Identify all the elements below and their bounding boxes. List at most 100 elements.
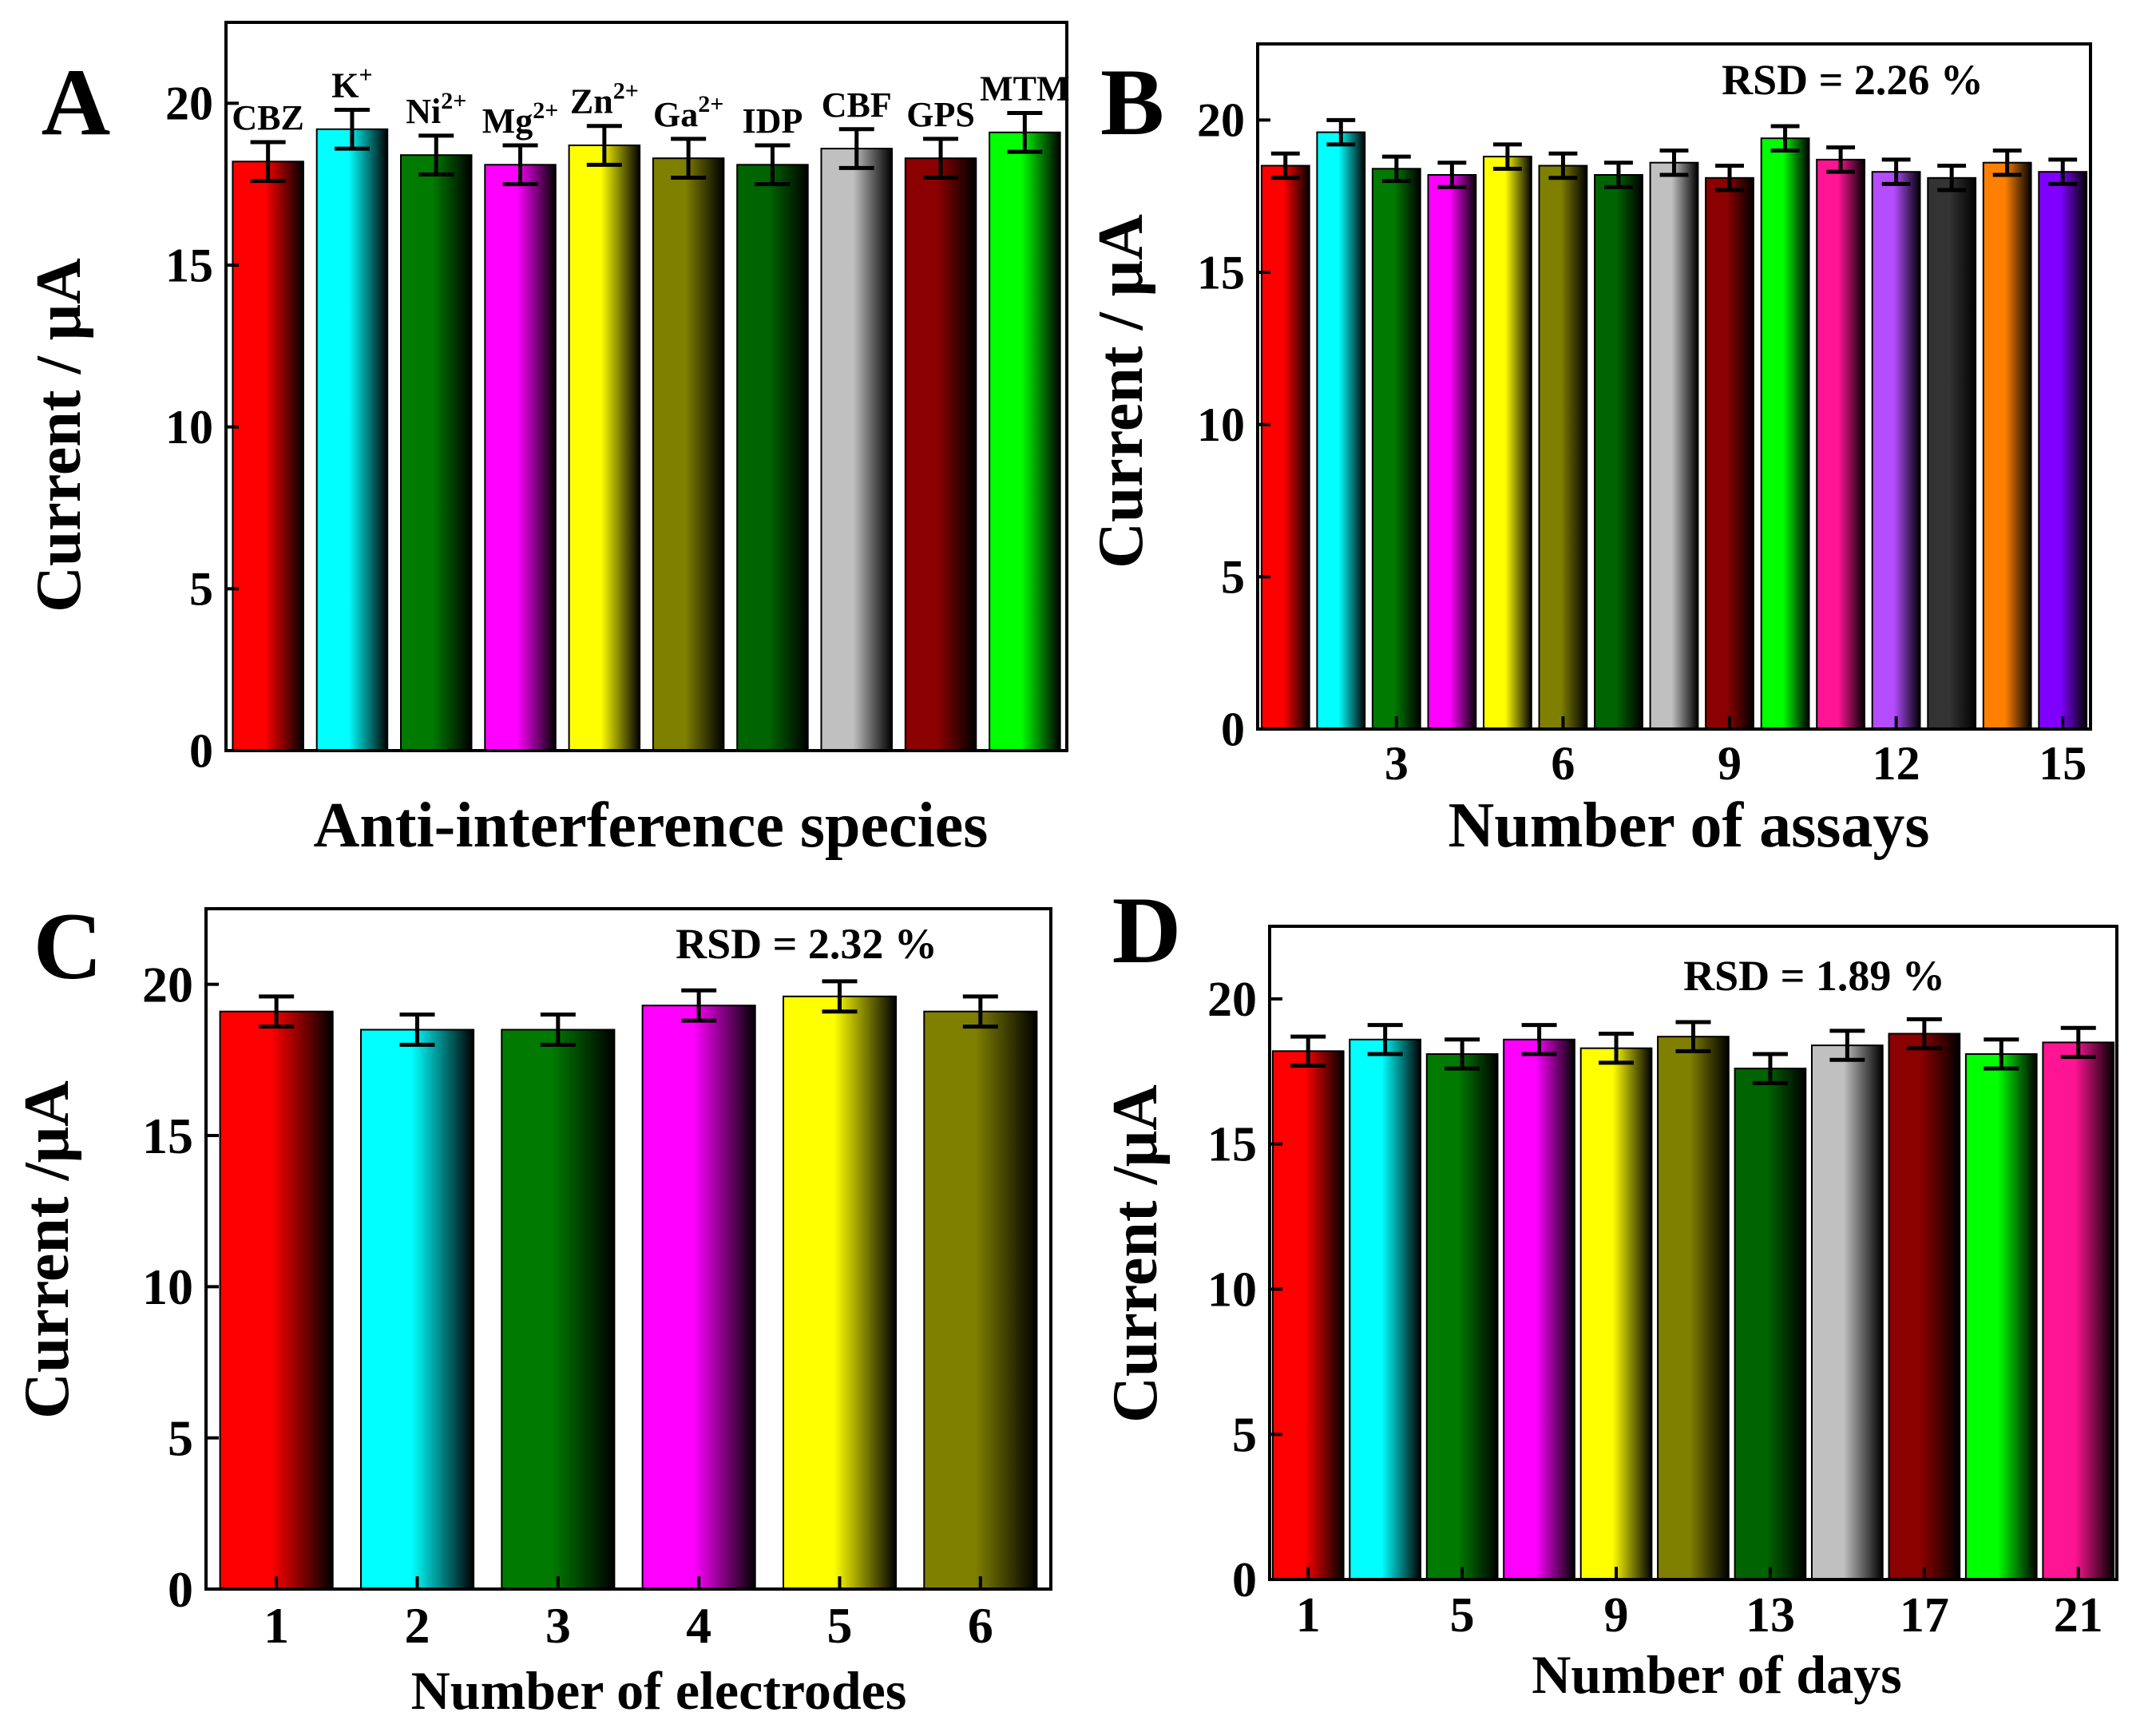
panel-c-y-tick-label: 10: [142, 1258, 193, 1315]
panel-a-bar-4: [484, 164, 557, 752]
panel-b-x-tick-label: 15: [2039, 737, 2087, 790]
panel-c-x-tick-label: 2: [405, 1597, 430, 1654]
panel-b-error-bar-1: [1270, 151, 1300, 180]
panel-c-bar-4: [641, 1005, 756, 1590]
panel-a-bar-7: [736, 164, 809, 752]
panel-a-error-bar-2: [334, 107, 370, 151]
panel-b-x-tick-label: 9: [1718, 737, 1742, 790]
panel-d-error-bar-2: [1367, 1023, 1403, 1056]
panel-a-category-label: CBZ: [232, 98, 303, 137]
panel-d-error-bar-3: [1445, 1037, 1480, 1071]
panel-b-bar-15: [2038, 171, 2088, 730]
panel-d-chart: Current /μA Number of days RSD = 1.89 % …: [1100, 925, 2118, 1705]
panel-c-y-tick-label: 20: [142, 956, 193, 1013]
panel-d-x-axis-title: Number of days: [1532, 1644, 1901, 1705]
panel-d-bar-4: [1503, 1038, 1575, 1581]
panel-b-bar-8: [1649, 161, 1699, 730]
panel-b-bar-2: [1316, 131, 1366, 731]
panel-d-x-tick-label: 5: [1450, 1588, 1475, 1643]
panel-b-bar-4: [1427, 174, 1477, 730]
panel-d-bar-10: [1964, 1053, 2038, 1580]
panel-a-bar-1: [232, 161, 304, 752]
panel-a-y-tick-label: 0: [189, 724, 213, 777]
panel-a-y-tick-label: 5: [189, 563, 213, 616]
panel-d-error-bar-9: [1906, 1017, 1942, 1051]
panel-c-x-axis-title: Number of electrodes: [411, 1660, 907, 1721]
panel-d-error-bar-7: [1752, 1052, 1788, 1085]
panel-d-y-tick-label: 0: [1232, 1553, 1257, 1607]
panel-d-error-bar-4: [1521, 1023, 1557, 1056]
panel-b-error-bar-3: [1381, 154, 1411, 184]
panel-d-x-tick-label: 13: [1746, 1588, 1795, 1643]
panel-a-category-label: Mg2+: [482, 97, 559, 141]
panel-d-bar-8: [1811, 1044, 1884, 1580]
panel-d-bar-11: [2042, 1041, 2115, 1580]
panel-c-x-tick-label: 3: [545, 1597, 571, 1654]
panel-d-y-axis-title: Current /μA: [1100, 1084, 1171, 1423]
panel-a-y-axis-title: Current / μA: [24, 258, 94, 612]
panel-d-error-bar-6: [1675, 1020, 1711, 1053]
panel-c-error-bar-4: [681, 988, 717, 1023]
panel-a-bar-6: [652, 157, 725, 751]
panel-letter-a: A: [42, 49, 111, 155]
panel-c-y-axis-title: Current /μA: [12, 1080, 82, 1419]
panel-b-y-tick-label: 5: [1221, 551, 1245, 604]
panel-a-error-bar-10: [1007, 110, 1043, 154]
panel-a-y-tick-label: 15: [165, 239, 213, 291]
panel-b-error-bar-6: [1548, 151, 1578, 180]
panel-a-bar-10: [989, 131, 1061, 752]
panel-b-axes-frame: [1256, 42, 2092, 731]
panel-a-bar-8: [820, 148, 893, 752]
panel-d-error-bar-10: [1984, 1037, 2019, 1071]
panel-b-bar-3: [1371, 168, 1421, 731]
panel-d-bar-6: [1657, 1036, 1730, 1580]
panel-b-bar-13: [1927, 176, 1977, 731]
panel-a-y-tick-label: 10: [165, 401, 213, 454]
panel-a-error-bar-7: [755, 143, 791, 187]
panel-c-y-tick-label: 0: [168, 1561, 193, 1618]
panel-a-error-bar-1: [250, 140, 286, 184]
panel-c-error-bar-2: [399, 1013, 435, 1047]
panel-b-error-bar-13: [1937, 164, 1967, 192]
panel-a-axes-frame: [224, 21, 1068, 752]
panel-b-error-bar-14: [1992, 148, 2022, 177]
panel-b-y-axis-title: Current / μA: [1086, 214, 1156, 569]
panel-d-bar-2: [1349, 1038, 1422, 1581]
panel-b-chart: Current / μA Number of assays RSD = 2.26…: [1086, 42, 2092, 861]
panel-b-bar-7: [1594, 174, 1643, 730]
panel-b-bar-11: [1816, 158, 1865, 730]
panel-c-x-tick-label: 4: [686, 1597, 711, 1654]
panel-d-bar-9: [1888, 1032, 1961, 1580]
panel-b-error-bar-12: [1881, 157, 1911, 186]
panel-a-error-bar-8: [838, 127, 874, 170]
panel-d-y-tick-label: 20: [1207, 973, 1257, 1027]
panel-c-axes-frame: [204, 907, 1052, 1591]
panel-b-x-tick-label: 3: [1385, 737, 1409, 790]
panel-d-bar-3: [1425, 1053, 1499, 1580]
panel-a-error-bar-9: [923, 137, 959, 180]
panel-d-x-tick-label: 17: [1900, 1588, 1949, 1643]
panel-a-bar-3: [400, 154, 473, 751]
panel-d-error-bar-11: [2060, 1025, 2096, 1060]
panel-c-bar-1: [219, 1010, 334, 1590]
panel-b-bar-6: [1538, 164, 1588, 730]
panel-d-rsd-label: RSD = 1.89 %: [1683, 952, 1945, 1000]
panel-a-category-label: Ni2+: [406, 88, 466, 131]
panel-a-bar-2: [315, 128, 389, 752]
panel-b-bar-12: [1871, 171, 1921, 730]
panel-b-error-bar-9: [1715, 164, 1744, 192]
panel-a-category-label: Zn2+: [570, 78, 639, 121]
panel-b-bar-1: [1260, 164, 1310, 730]
panel-d-x-tick-label: 21: [2054, 1588, 2103, 1643]
panel-letter-d: D: [1112, 877, 1182, 983]
panel-b-error-bar-8: [1659, 148, 1689, 177]
panel-d-error-bar-5: [1599, 1032, 1635, 1065]
panel-a-error-bar-5: [586, 124, 622, 167]
panel-b-bar-10: [1760, 137, 1810, 730]
panel-d-x-tick-label: 1: [1296, 1588, 1321, 1643]
panel-b-y-tick-label: 20: [1197, 94, 1245, 147]
panel-b-error-bar-4: [1437, 161, 1467, 189]
panel-b-error-bar-5: [1492, 142, 1522, 171]
